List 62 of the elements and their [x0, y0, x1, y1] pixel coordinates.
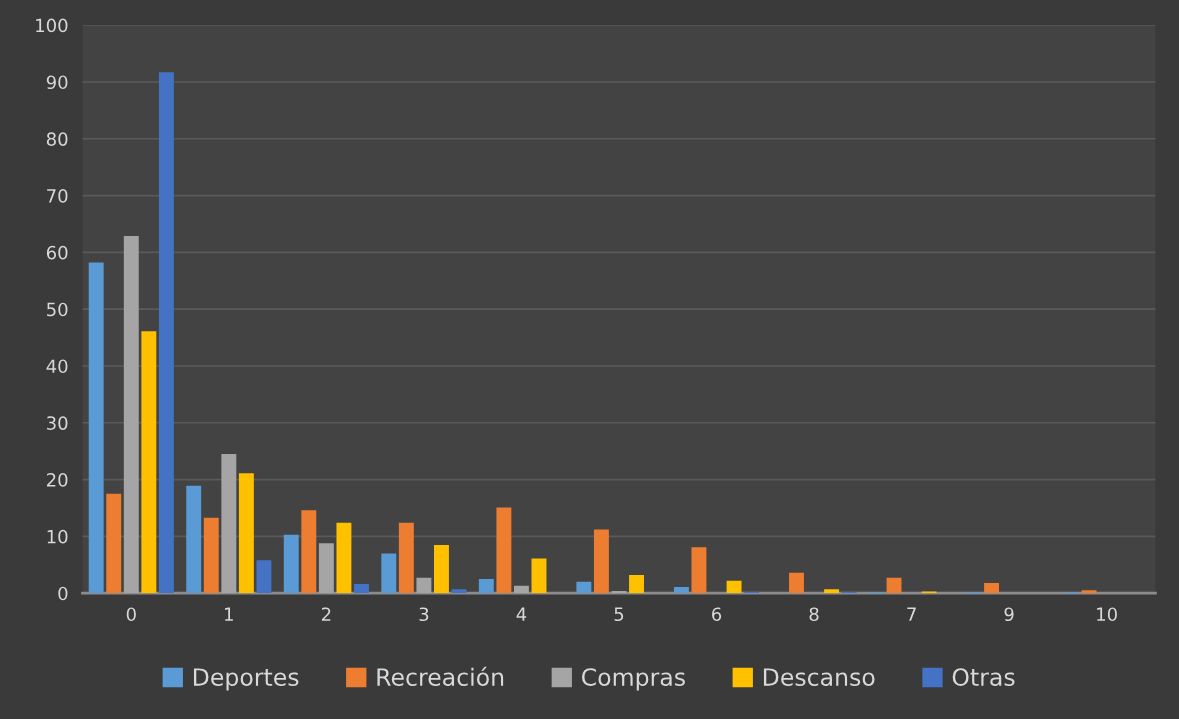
bar — [416, 577, 432, 594]
x-tick-label: 9 — [1004, 607, 1014, 622]
y-tick-label: 0 — [58, 586, 68, 601]
bar — [88, 262, 104, 594]
bar — [318, 543, 334, 594]
bar — [158, 72, 174, 594]
x-tick-label: 2 — [321, 607, 331, 621]
bar — [203, 517, 219, 594]
y-tick-label: 100 — [36, 18, 68, 33]
bar — [451, 589, 467, 594]
bar — [496, 507, 512, 594]
bar — [531, 558, 547, 594]
x-tick-label: 10 — [1097, 607, 1117, 622]
x-tick-label: 1 — [225, 607, 233, 621]
x-tick-label: 8 — [809, 607, 819, 622]
bar — [106, 493, 122, 594]
bar — [256, 560, 272, 594]
x-tick-label: 4 — [516, 607, 527, 621]
bar — [283, 534, 299, 594]
x-tick-label: 0 — [126, 607, 136, 622]
y-tick-label: 50 — [47, 302, 68, 317]
y-tick-label: 30 — [47, 416, 68, 430]
y-tick-label: 70 — [47, 189, 68, 203]
y-tick-label: 80 — [46, 132, 68, 146]
bar — [576, 581, 592, 594]
bar — [381, 553, 397, 594]
bar — [434, 544, 449, 594]
bar — [886, 577, 902, 594]
bar — [123, 235, 139, 594]
bar — [336, 522, 352, 594]
x-tick-label: 7 — [907, 607, 916, 621]
x-tick-label: 6 — [712, 607, 722, 622]
bar — [673, 586, 689, 594]
y-tick-label: 40 — [46, 359, 68, 374]
bar — [824, 589, 840, 594]
bar — [221, 454, 237, 594]
y-tick-label: 10 — [47, 529, 68, 544]
legend-label: Otras — [952, 668, 1015, 686]
bar — [186, 485, 202, 594]
legend-label: Recreación — [377, 666, 504, 686]
legend-label: Compras — [582, 668, 685, 691]
bar — [1081, 590, 1097, 594]
bar — [629, 575, 644, 594]
bar — [478, 578, 494, 594]
bar — [726, 580, 742, 594]
bar — [513, 585, 529, 594]
bar — [301, 510, 317, 594]
y-tick-label: 20 — [46, 473, 68, 487]
bar — [141, 331, 157, 594]
y-tick-label: 60 — [46, 245, 68, 260]
bar — [984, 582, 1000, 594]
bar — [691, 547, 707, 594]
bar — [354, 584, 369, 594]
x-tick-label: 3 — [419, 607, 429, 622]
x-tick-label: 5 — [614, 607, 624, 622]
legend-label: Deportes — [193, 668, 299, 691]
bar — [398, 522, 414, 594]
bar — [789, 572, 804, 594]
bar — [238, 473, 254, 594]
bar — [593, 529, 609, 594]
legend-label: Descanso — [763, 668, 875, 686]
y-tick-label: 90 — [46, 75, 68, 90]
